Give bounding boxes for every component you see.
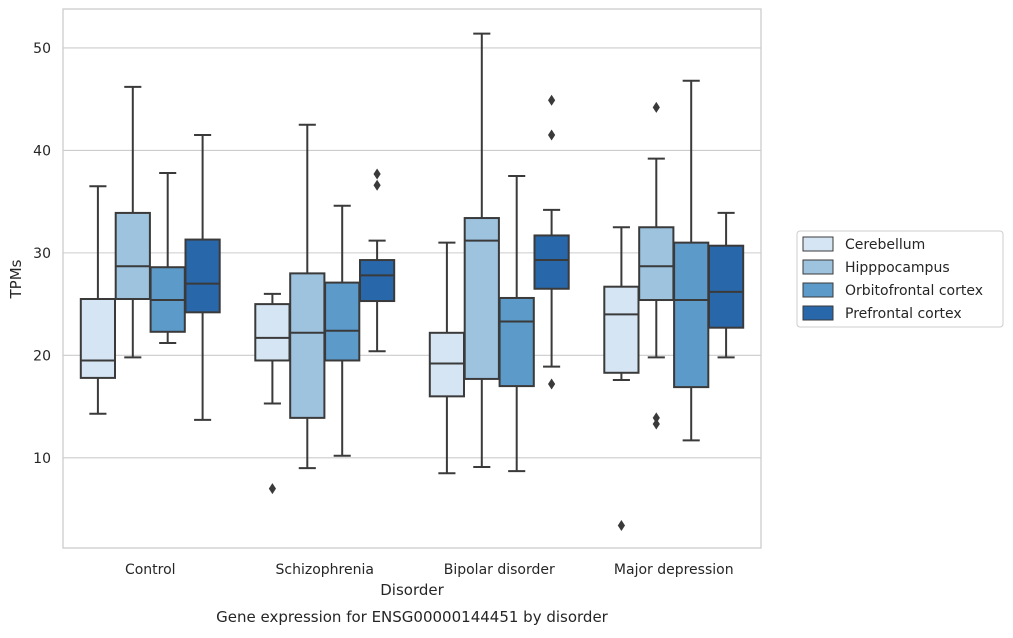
box-cerebellum [428,241,466,475]
x-axis-label: Disorder [380,581,444,599]
x-tick-labels: Control Schizophrenia Bipolar disorder Majo… [125,562,734,578]
box-layer [79,32,745,531]
box-body [428,331,466,398]
y-tick-label: 40 [33,143,51,159]
outlier-point [652,412,660,424]
box-body [463,217,500,380]
outlier-point [548,129,556,141]
box-body [289,272,326,419]
box-prefrontal-cortex [533,94,570,390]
box-body [358,259,396,303]
box-body [533,234,570,290]
box-orbitofrontal-cortex [149,171,186,345]
legend-swatch [802,282,834,298]
x-tick-label: Bipolar disorder [444,562,555,578]
y-tick-label: 30 [33,246,51,262]
legend-label: Cerebellum [845,237,925,253]
box-orbitofrontal-cortex [673,79,710,442]
box-body [184,238,221,314]
chart-caption: Gene expression for ENSG00000144451 by d… [216,608,609,626]
outlier-point [268,483,276,495]
box-hipppocampus [114,85,151,359]
box-hipppocampus [289,123,326,470]
box-cerebellum [79,185,117,415]
box-body [603,285,640,374]
legend-label: Prefrontal cortex [845,306,962,322]
y-tick-label: 10 [33,451,51,467]
outlier-point [652,418,660,430]
box-body [324,281,361,362]
x-tick-label: Major depression [614,562,734,578]
outlier-point [548,378,556,390]
box-cerebellum [603,226,640,531]
legend-swatch [802,305,834,321]
y-tick-labels: 10 20 30 40 50 [33,41,51,467]
box-body [114,211,151,300]
box-prefrontal-cortex [184,134,221,421]
x-tick-label: Control [125,562,176,578]
plot-frame [62,8,762,549]
outlier-point [373,168,381,180]
legend-swatch [802,236,834,252]
box-orbitofrontal-cortex [324,204,361,457]
box-body [638,226,675,302]
box-body [498,296,535,388]
box-orbitofrontal-cortex [498,175,535,473]
legend-items: Cerebellum Hipppocampus Orbitofrontal cort… [802,236,983,322]
legend-swatch [802,259,834,275]
box-hipppocampus [463,32,500,469]
y-tick-label: 20 [33,348,51,364]
y-axis-label: TPMs [7,259,25,299]
legend: Cerebellum Hipppocampus Orbitofrontal cort… [796,230,1004,328]
box-prefrontal-cortex [358,168,396,353]
box-hipppocampus [638,101,675,430]
box-cerebellum [254,292,291,495]
box-body [79,297,117,379]
box-prefrontal-cortex [707,211,745,359]
grid-layer [63,47,761,459]
outlier-point [548,94,556,106]
y-tick-label: 50 [33,41,51,57]
box-body [673,241,710,389]
legend-label: Orbitofrontal cortex [845,283,983,299]
outlier-point [617,519,625,531]
outlier-point [652,101,660,113]
box-body [254,303,291,362]
x-tick-label: Schizophrenia [276,562,374,578]
box-body [707,244,745,329]
legend-frame [796,230,1004,328]
legend-label: Hipppocampus [845,260,950,276]
outlier-point [373,179,381,191]
